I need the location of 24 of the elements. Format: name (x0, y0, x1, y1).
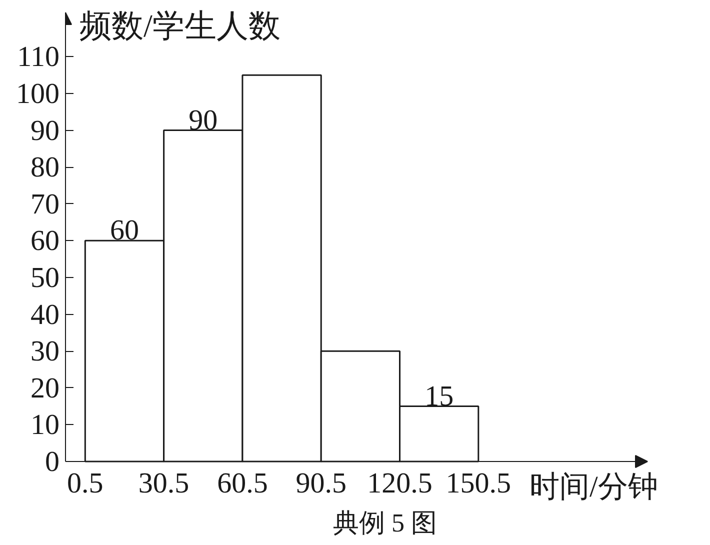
y-tick-label: 20 (30, 372, 60, 404)
y-tick-label: 80 (30, 152, 60, 184)
y-axis-title: 频数/学生人数 (80, 8, 280, 44)
y-tick-label: 100 (16, 78, 60, 110)
y-tick-label: 60 (30, 225, 60, 258)
y-tick-label: 70 (30, 188, 60, 220)
data-label: 60 (110, 214, 139, 247)
x-tick-label: 120.5 (367, 468, 432, 500)
x-tick-label: 60.5 (217, 468, 268, 500)
y-tick-label: 50 (30, 262, 60, 294)
data-label: 15 (424, 380, 454, 412)
x-tick-label: 30.5 (138, 468, 190, 500)
y-tick-label: 0 (45, 446, 60, 478)
y-tick-label: 10 (30, 409, 60, 442)
data-label: 90 (188, 104, 218, 136)
x-tick-label: 0.5 (67, 468, 104, 500)
text: 典例 5 图 (333, 508, 437, 538)
y-tick-label: 40 (30, 298, 60, 331)
y-tick-label: 90 (30, 114, 60, 147)
x-tick-label: 150.5 (446, 468, 512, 500)
x-tick-label: 90.5 (296, 468, 346, 500)
x-axis-title: 时间/分钟 (530, 470, 658, 504)
y-tick-label: 30 (30, 336, 60, 368)
y-tick-label: 110 (17, 41, 60, 74)
